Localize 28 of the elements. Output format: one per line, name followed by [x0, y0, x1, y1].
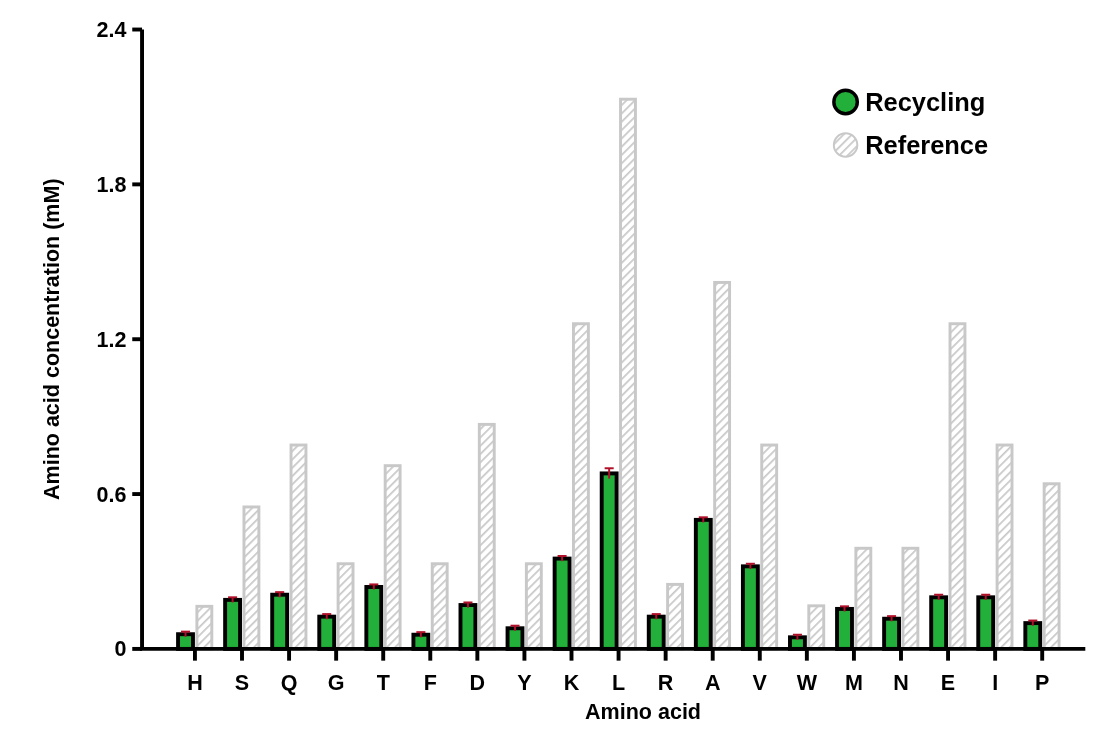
x-tick-label: K [563, 671, 580, 696]
x-tick-label: G [327, 671, 345, 696]
x-tick-label: D [469, 671, 486, 696]
y-tick-label: 0 [114, 637, 127, 662]
y-tick-label: 2.4 [96, 18, 127, 43]
x-tick-label: S [234, 671, 250, 696]
x-tick-label: V [752, 671, 768, 696]
x-tick-label: R [657, 671, 674, 696]
x-tick-label: Y [517, 671, 532, 696]
x-tick-label: T [376, 671, 390, 696]
x-tick-label: N [893, 671, 909, 696]
y-tick-label: 1.8 [96, 172, 127, 197]
x-tick-label: E [940, 671, 956, 696]
x-axis-title: Amino acid [585, 700, 702, 725]
x-tick-label: L [611, 671, 626, 696]
x-tick-label: I [992, 671, 999, 696]
x-tick-label: W [796, 671, 818, 696]
y-tick-label: 1.2 [96, 327, 127, 352]
x-tick-label: M [844, 671, 863, 696]
x-tick-label: F [423, 671, 437, 696]
x-tick-label: A [704, 671, 721, 696]
y-axis-title: Amino acid concentration (mM) [39, 178, 64, 500]
x-tick-label: H [187, 671, 203, 696]
y-tick-label: 0.6 [96, 482, 127, 507]
x-tick-label: Q [280, 671, 298, 696]
x-tick-label: P [1035, 671, 1050, 696]
legend-label: Reference [865, 130, 989, 159]
legend-label: Recycling [865, 87, 986, 116]
